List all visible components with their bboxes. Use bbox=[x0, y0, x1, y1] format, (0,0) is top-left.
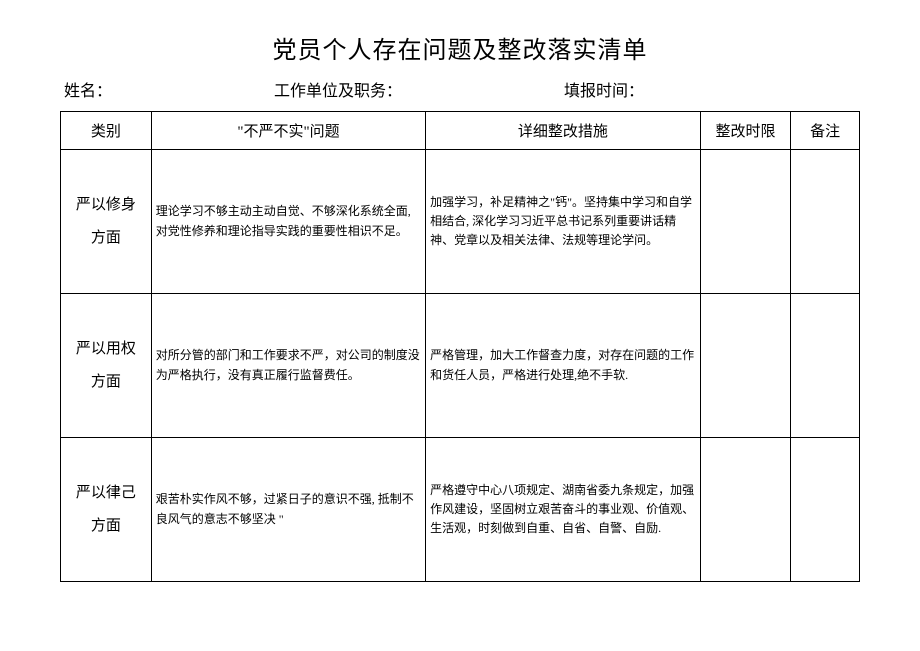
cell-category: 严以修身方面 bbox=[61, 150, 152, 294]
col-note: 备注 bbox=[791, 112, 860, 150]
cell-deadline bbox=[700, 438, 791, 582]
cell-problem: 艰苦朴实作风不够，过紧日子的意识不强, 抵制不良风气的意志不够坚决 " bbox=[151, 438, 425, 582]
page-title: 党员个人存在问题及整改落实清单 bbox=[60, 30, 860, 65]
cell-problem: 理论学习不够主动主动自觉、不够深化系统全面,对党性修养和理论指导实践的重要性相识… bbox=[151, 150, 425, 294]
cell-measure: 加强学习，补足精神之"钙"。坚持集中学习和自学相结合, 深化学习习近平总书记系列… bbox=[426, 150, 700, 294]
main-table: 类别 "不严不实"问题 详细整改措施 整改时限 备注 严以修身方面 理论学习不够… bbox=[60, 111, 860, 582]
cell-category: 严以律己方面 bbox=[61, 438, 152, 582]
time-label: 填报时间： bbox=[564, 77, 856, 101]
col-measure: 详细整改措施 bbox=[426, 112, 700, 150]
table-row: 严以律己方面 艰苦朴实作风不够，过紧日子的意识不强, 抵制不良风气的意志不够坚决… bbox=[61, 438, 860, 582]
cell-measure: 严格遵守中心八项规定、湖南省委九条规定，加强作风建设，坚固树立艰苦奋斗的事业观、… bbox=[426, 438, 700, 582]
col-category: 类别 bbox=[61, 112, 152, 150]
cell-measure: 严格管理，加大工作督查力度，对存在问题的工作和货任人员，严格进行处理,绝不手软. bbox=[426, 294, 700, 438]
name-label: 姓名： bbox=[64, 77, 274, 101]
header-row: 类别 "不严不实"问题 详细整改措施 整改时限 备注 bbox=[61, 112, 860, 150]
table-row: 严以修身方面 理论学习不够主动主动自觉、不够深化系统全面,对党性修养和理论指导实… bbox=[61, 150, 860, 294]
cell-note bbox=[791, 294, 860, 438]
col-deadline: 整改时限 bbox=[700, 112, 791, 150]
cell-problem: 对所分管的部门和工作要求不严，对公司的制度没为严格执行，没有真正履行监督费任。 bbox=[151, 294, 425, 438]
info-row: 姓名： 工作单位及职务： 填报时间： bbox=[60, 77, 860, 101]
table-row: 严以用权方面 对所分管的部门和工作要求不严，对公司的制度没为严格执行，没有真正履… bbox=[61, 294, 860, 438]
col-problem: "不严不实"问题 bbox=[151, 112, 425, 150]
cell-note bbox=[791, 150, 860, 294]
cell-note bbox=[791, 438, 860, 582]
cell-category: 严以用权方面 bbox=[61, 294, 152, 438]
cell-deadline bbox=[700, 294, 791, 438]
cell-deadline bbox=[700, 150, 791, 294]
work-label: 工作单位及职务： bbox=[274, 77, 564, 101]
